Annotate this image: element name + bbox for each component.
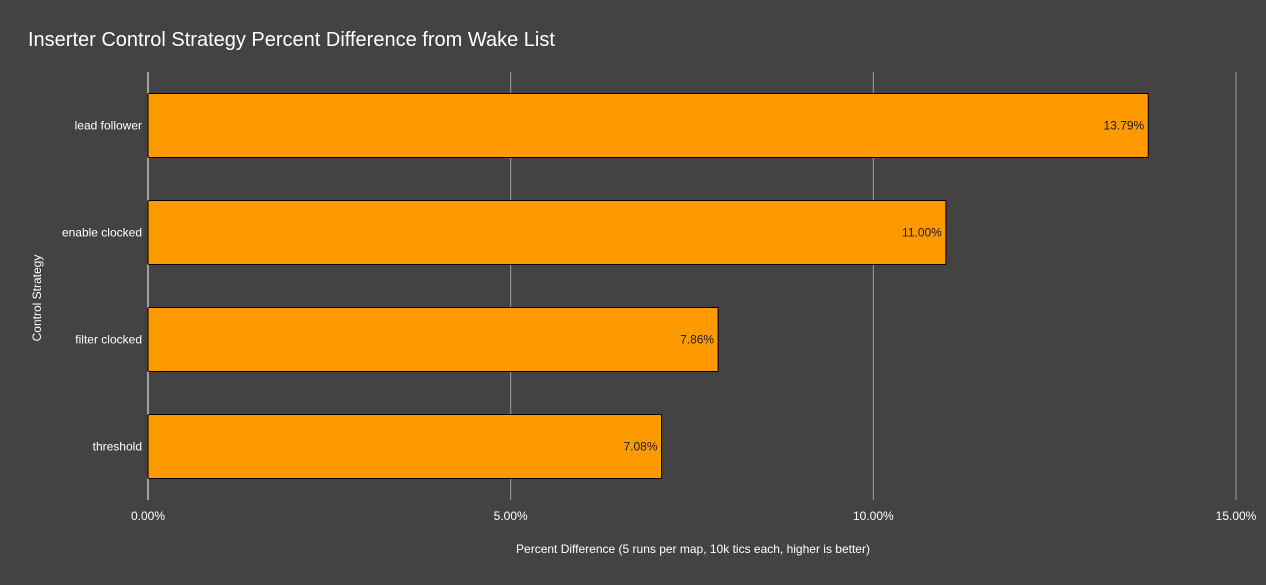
x-tick-label: 10.00% <box>853 509 894 523</box>
x-tick-label: 0.00% <box>131 509 165 523</box>
data-label: 7.86% <box>680 333 714 347</box>
bar[interactable] <box>147 307 719 372</box>
bar[interactable] <box>147 93 1149 158</box>
x-tick-label: 15.00% <box>1216 509 1257 523</box>
category-label: lead follower <box>75 119 142 133</box>
data-label: 11.00% <box>902 226 942 240</box>
category-label: threshold <box>93 440 142 454</box>
data-label: 13.79% <box>1104 119 1145 133</box>
category-label: enable clocked <box>62 226 142 240</box>
x-axis-title: Percent Difference (5 runs per map, 10k … <box>516 542 870 556</box>
data-label: 7.08% <box>624 440 658 454</box>
chart-title: Inserter Control Strategy Percent Differ… <box>28 29 555 51</box>
bar[interactable] <box>147 414 663 479</box>
bar[interactable] <box>147 200 947 265</box>
x-tick-label: 5.00% <box>494 509 528 523</box>
y-axis-title: Control Strategy <box>30 255 44 342</box>
category-label: filter clocked <box>75 333 142 347</box>
